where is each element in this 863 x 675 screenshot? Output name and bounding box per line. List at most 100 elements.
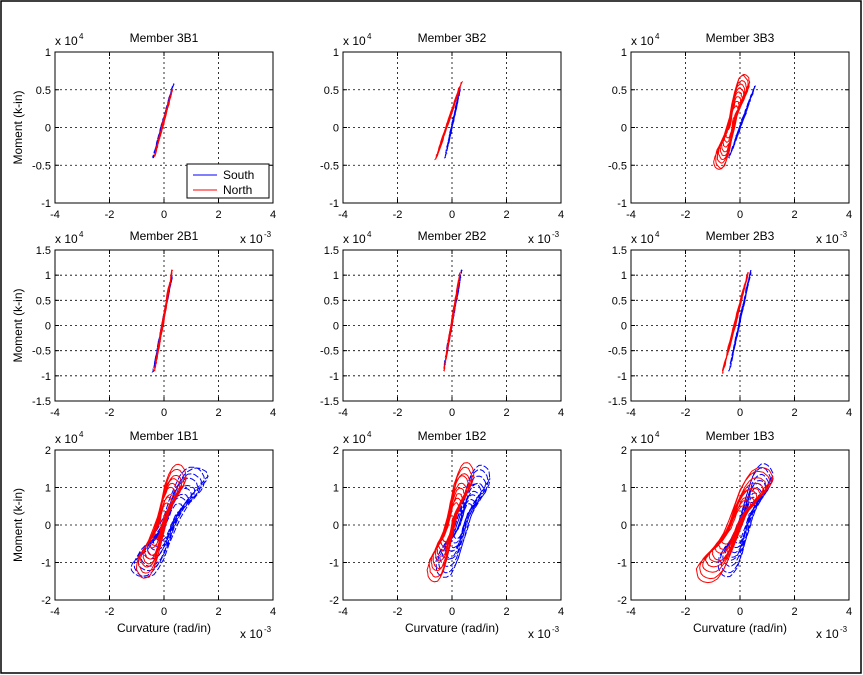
x-tick-label: 2 [215,407,221,419]
y-tick-label: 1 [621,483,627,495]
x-tick-label: 4 [270,407,276,419]
x-tick-label: -4 [50,606,60,618]
y-tick-label: -1 [41,558,51,570]
series-south [727,85,757,159]
subplot-title: Member 2B2 [418,229,487,243]
y-tick-label: -2 [41,595,51,607]
x-exponent-label: x 10 [528,232,551,246]
x-tick-label: -4 [50,209,60,221]
y-tick-label: 2 [621,445,627,457]
x-tick-label: 0 [161,407,167,419]
y-tick-label: 0 [621,321,627,333]
y-tick-label: -1 [329,198,339,210]
x-tick-label: -4 [50,407,60,419]
y-tick-label: -2 [329,595,339,607]
subplot-title: Member 1B1 [130,429,199,443]
legend-label-north: North [223,183,252,197]
series-north [135,463,187,579]
x-tick-label: 2 [503,407,509,419]
subplot-title: Member 3B2 [418,31,487,45]
y-tick-label: -0.5 [320,346,339,358]
x-tick-label: 0 [449,209,455,221]
y-tick-label: 0 [333,520,339,532]
x-tick-label: -2 [393,407,403,419]
series-north [433,80,464,161]
y-tick-label: 0 [621,123,627,135]
x-tick-label: 4 [270,209,276,221]
series-north [153,89,174,157]
x-tick-label: -4 [626,606,636,618]
y-tick-label: 2 [45,445,51,457]
y-exponent-label: x 10 [343,432,366,446]
x-tick-label: -4 [626,407,636,419]
y-exponent-power: 4 [655,430,660,439]
x-axis-label: Curvature (rad/in) [405,621,499,635]
x-tick-label: 0 [737,407,743,419]
y-tick-label: 1.5 [612,245,627,257]
x-tick-label: -2 [681,606,691,618]
y-tick-label: 2 [333,445,339,457]
x-tick-label: 0 [449,606,455,618]
y-axis-label: Moment (k-in) [11,288,25,362]
series-south [728,269,752,372]
y-exponent-power: 4 [367,32,372,41]
y-tick-label: -0.5 [608,346,627,358]
y-exponent-label: x 10 [631,34,654,48]
x-tick-label: 4 [846,407,852,419]
x-axis-label: Curvature (rad/in) [693,621,787,635]
y-tick-label: -1 [617,198,627,210]
x-tick-label: 2 [503,209,509,221]
y-exponent-label: x 10 [343,232,366,246]
y-tick-label: 0.5 [36,295,51,307]
x-tick-label: -4 [338,209,348,221]
y-tick-label: -0.5 [32,346,51,358]
axes-box [342,51,562,204]
x-tick-label: 0 [161,606,167,618]
series-north [713,73,751,170]
legend-label-south: South [223,168,254,182]
y-tick-label: 0.5 [612,295,627,307]
y-exponent-label: x 10 [55,34,78,48]
y-tick-label: -0.5 [608,160,627,172]
x-exponent-label: x 10 [816,627,839,641]
x-exponent-label: x 10 [240,627,263,641]
x-exponent-power: -3 [264,230,272,239]
y-tick-label: -1 [41,371,51,383]
x-tick-label: 2 [215,209,221,221]
x-tick-label: -2 [105,407,115,419]
y-tick-label: -1 [617,371,627,383]
axes-box [54,249,274,402]
axes-box [342,249,562,402]
axes-box [630,449,850,601]
subplot-title: Member 1B2 [418,429,487,443]
x-tick-label: -4 [626,209,636,221]
y-tick-label: 1.5 [324,245,339,257]
axes-box [630,249,850,402]
x-tick-label: -2 [105,606,115,618]
y-tick-label: 0.5 [612,85,627,97]
y-exponent-power: 4 [79,32,84,41]
x-exponent-power: -3 [840,230,848,239]
y-exponent-power: 4 [367,230,372,239]
x-tick-label: -2 [393,606,403,618]
x-tick-label: 2 [791,606,797,618]
x-tick-label: -4 [338,407,348,419]
series-north [426,462,475,583]
y-tick-label: -1.5 [320,396,339,408]
x-tick-label: 4 [846,209,852,221]
x-tick-label: 0 [449,407,455,419]
y-tick-label: -1 [329,558,339,570]
y-exponent-label: x 10 [631,232,654,246]
y-exponent-power: 4 [79,430,84,439]
y-tick-label: 0 [621,520,627,532]
subplot-title: Member 3B3 [706,31,775,45]
y-axis-label: Moment (k-in) [11,90,25,164]
